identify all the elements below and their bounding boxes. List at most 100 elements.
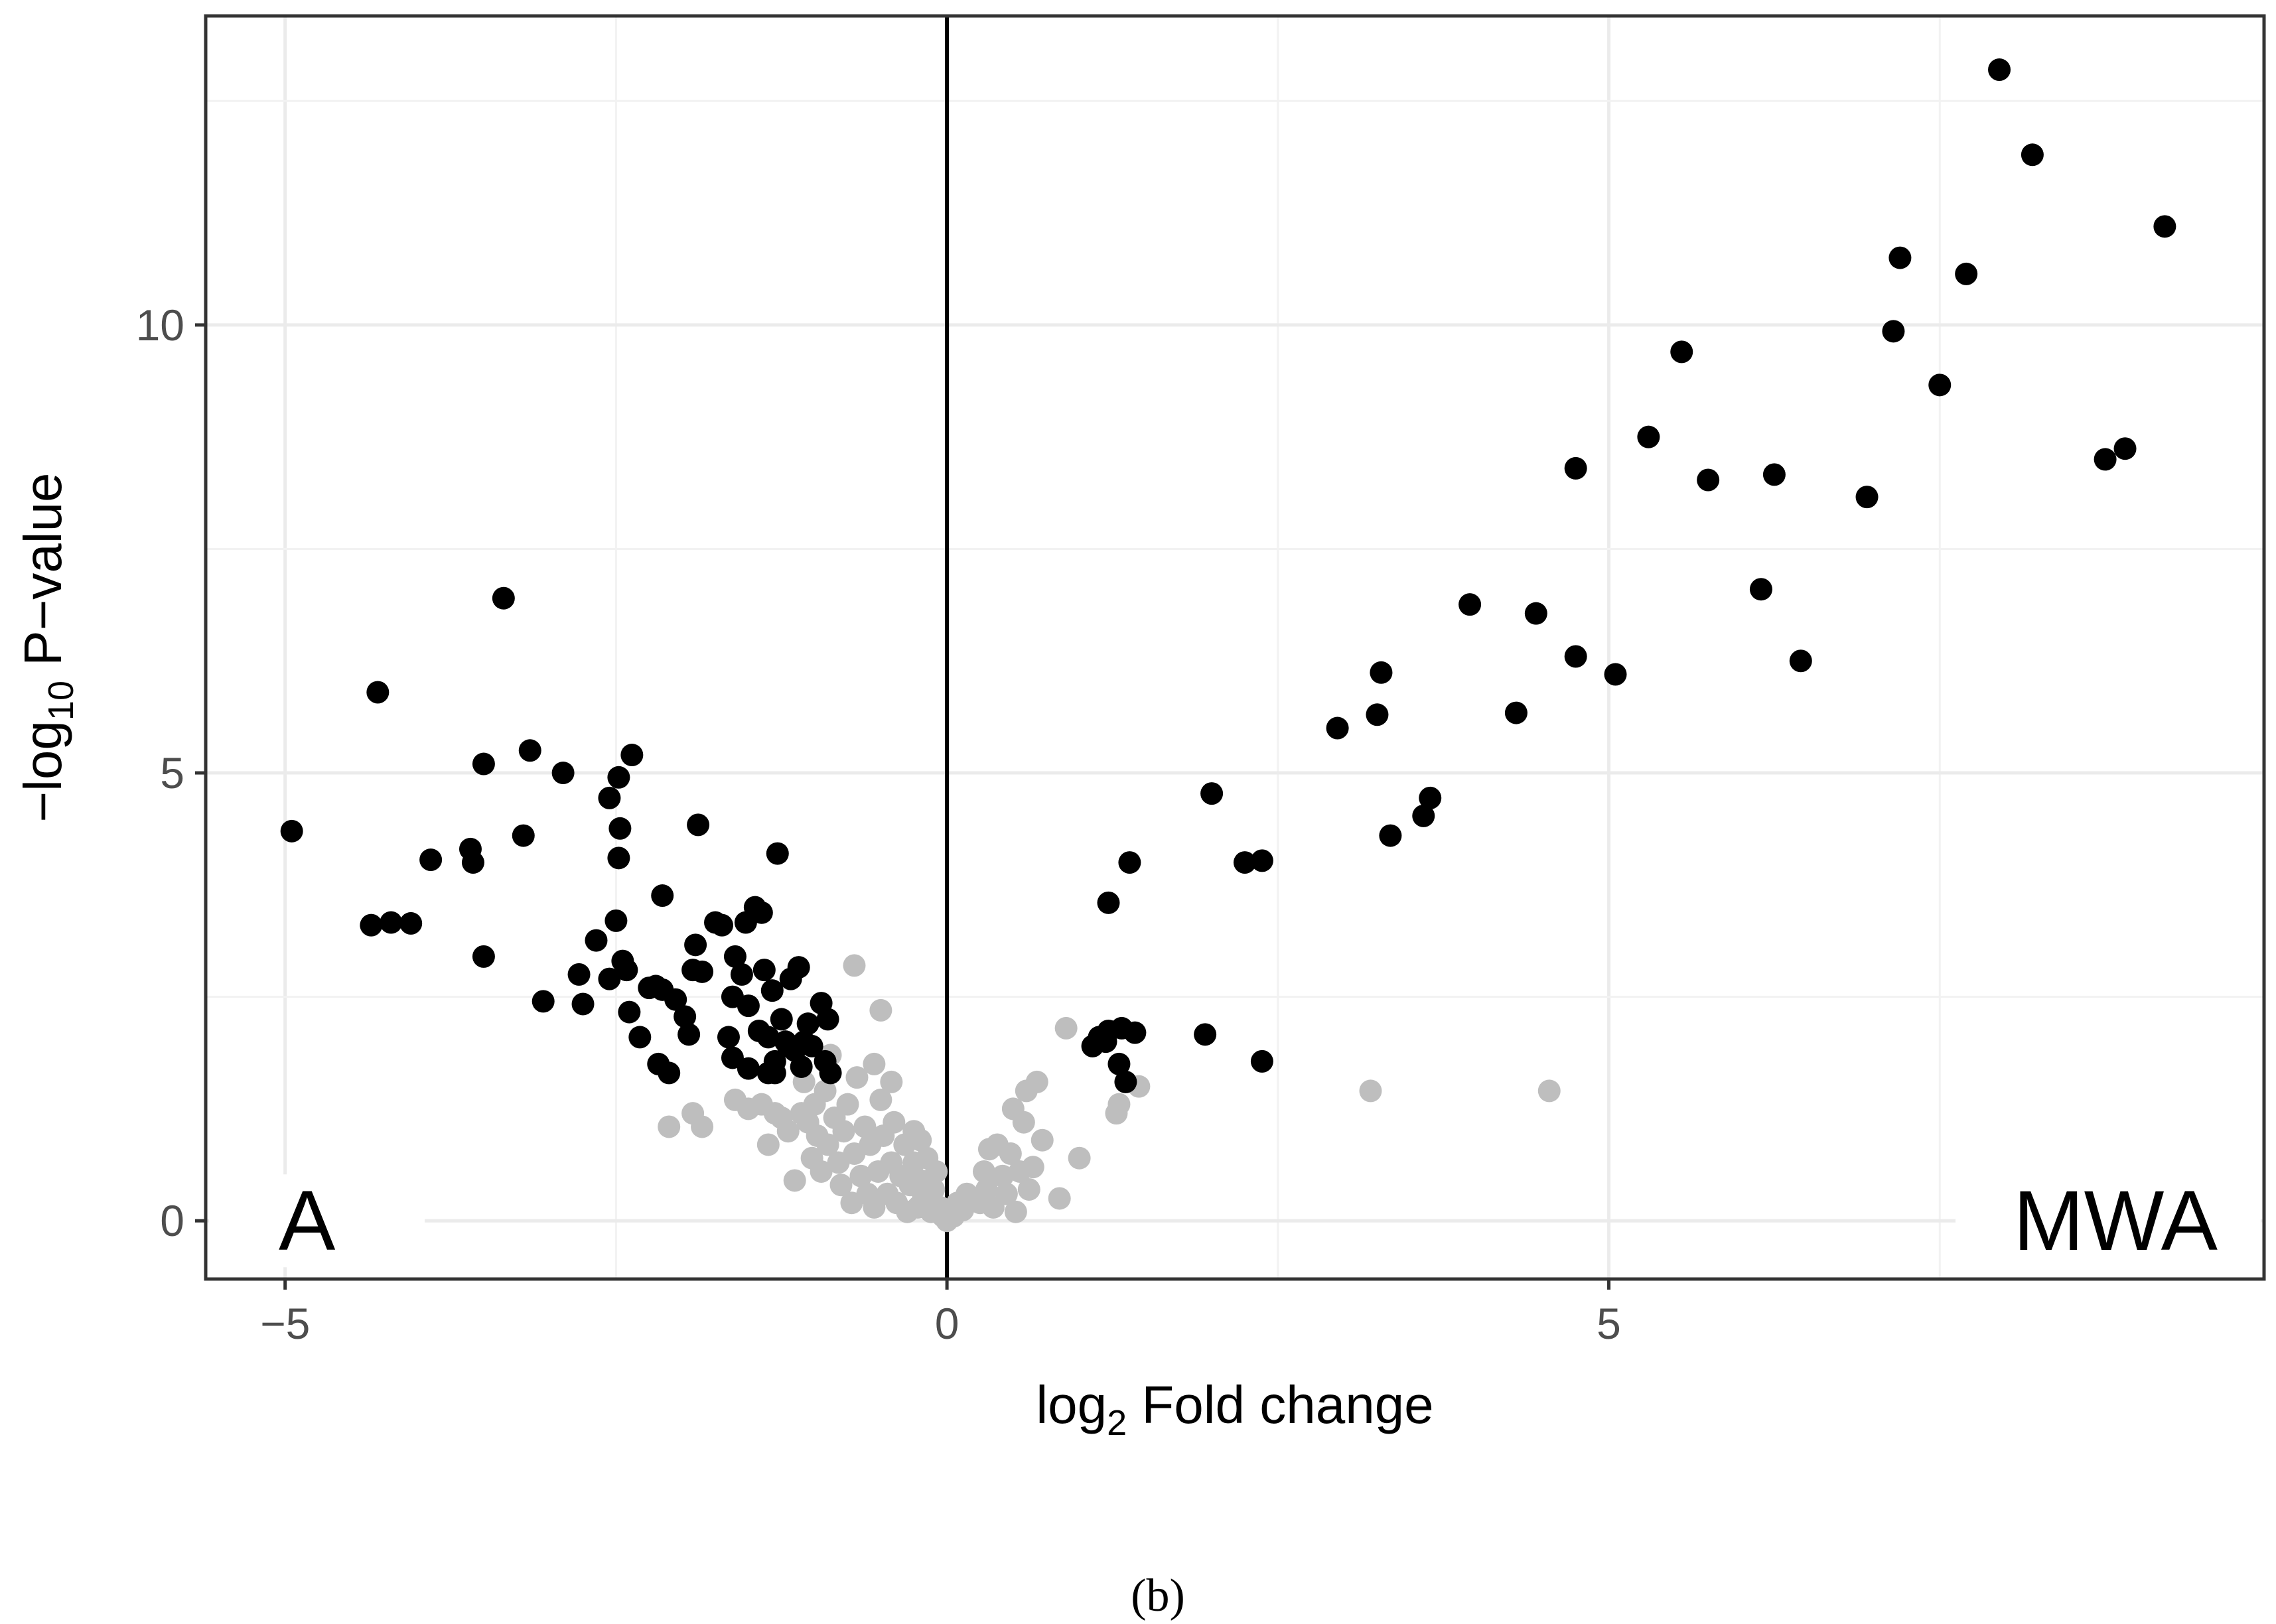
significant-point <box>512 824 535 847</box>
significant-point <box>1118 851 1141 874</box>
x-axis-title: log2 Fold change <box>1036 1375 1433 1443</box>
significant-point <box>1604 663 1627 686</box>
corner-label-left-background <box>209 1174 425 1268</box>
y-tick-label: 10 <box>136 301 184 350</box>
significant-point <box>618 1000 641 1024</box>
significant-point <box>750 901 773 924</box>
significant-point <box>730 963 753 986</box>
significant-point <box>766 842 789 865</box>
significant-point <box>2094 448 2117 471</box>
y-axis-title: −log10 P−value <box>13 472 81 822</box>
non-significant-point <box>863 1052 886 1075</box>
non-significant-point <box>975 1178 998 1201</box>
significant-point <box>651 884 674 908</box>
significant-point <box>1789 649 1812 673</box>
non-significant-point <box>843 954 866 977</box>
significant-point <box>607 766 630 789</box>
significant-point <box>710 914 733 937</box>
significant-point <box>419 848 443 872</box>
y-axis-title-subscript: 10 <box>41 681 81 720</box>
non-significant-point <box>995 1182 1018 1205</box>
non-significant-point <box>869 998 892 1022</box>
non-significant-point <box>1012 1111 1035 1134</box>
non-significant-point <box>658 1115 681 1138</box>
non-significant-point <box>972 1160 995 1183</box>
non-significant-point <box>783 1169 806 1192</box>
significant-point <box>628 1026 652 1049</box>
significant-point <box>752 959 776 982</box>
significant-point <box>615 959 638 982</box>
significant-point <box>760 979 784 1002</box>
significant-point <box>1458 593 1482 616</box>
non-significant-point <box>1021 1156 1044 1179</box>
significant-point <box>737 994 760 1018</box>
non-significant-point <box>1537 1079 1561 1103</box>
significant-point <box>461 851 484 874</box>
significant-point <box>790 1055 813 1078</box>
significant-point <box>585 929 608 952</box>
x-axis-title-subscript: 2 <box>1107 1403 1127 1443</box>
significant-point <box>819 1061 842 1085</box>
significant-point <box>472 945 495 968</box>
significant-point <box>1370 661 1393 684</box>
non-significant-point <box>1359 1079 1382 1103</box>
non-significant-point <box>691 1115 714 1138</box>
non-significant-point <box>845 1066 869 1089</box>
significant-point <box>620 744 644 767</box>
significant-point <box>1762 463 1786 486</box>
significant-point <box>1524 602 1547 625</box>
significant-point <box>1326 716 1349 740</box>
significant-point <box>770 1008 793 1031</box>
significant-point <box>1928 373 1952 397</box>
significant-point <box>598 786 621 809</box>
significant-point <box>1564 456 1587 480</box>
corner-label-left: A <box>279 1174 336 1268</box>
significant-point <box>800 1034 823 1057</box>
significant-point <box>1955 262 1978 285</box>
corner-label-right: MWA <box>2013 1174 2218 1268</box>
x-tick-label: −5 <box>260 1299 310 1348</box>
non-significant-point <box>1054 1016 1078 1040</box>
significant-point <box>1250 849 1273 872</box>
significant-point <box>399 912 423 935</box>
significant-point <box>1670 340 1693 364</box>
non-significant-point <box>853 1115 877 1138</box>
panel-label: (b) <box>1131 1570 1185 1621</box>
significant-point <box>1233 851 1256 874</box>
significant-point <box>2021 143 2044 167</box>
non-significant-point <box>925 1160 948 1183</box>
significant-point <box>1097 891 1120 914</box>
significant-point <box>608 817 632 840</box>
significant-point <box>1123 1021 1147 1044</box>
x-axis-ticks: −5 0 5 <box>260 1279 1621 1348</box>
significant-point <box>1250 1049 1273 1073</box>
significant-point <box>1749 578 1772 601</box>
significant-point <box>1988 58 2011 82</box>
significant-point <box>721 1046 744 1069</box>
significant-point <box>723 945 747 968</box>
significant-point <box>598 967 621 990</box>
non-significant-point <box>991 1164 1014 1187</box>
significant-point <box>366 681 390 704</box>
non-significant-point <box>1068 1146 1091 1170</box>
significant-point <box>1114 1070 1137 1093</box>
non-significant-point <box>869 1088 892 1111</box>
non-significant-point <box>832 1120 855 1143</box>
significant-point <box>1882 320 1905 343</box>
significant-point <box>1379 824 1402 847</box>
significant-point <box>674 1005 697 1028</box>
significant-point <box>756 1026 780 1049</box>
significant-point <box>380 911 403 934</box>
grid-lines <box>206 16 2264 1279</box>
significant-point <box>551 762 575 785</box>
y-axis-title-prefix: −log <box>13 720 72 822</box>
non-significant-point <box>999 1142 1022 1165</box>
significant-point <box>1888 246 1912 269</box>
significant-point <box>687 813 710 837</box>
significant-point <box>2153 215 2176 238</box>
non-significant-point <box>836 1093 859 1116</box>
significant-point <box>472 752 495 776</box>
non-significant-point <box>922 1178 946 1201</box>
significant-point <box>664 988 687 1011</box>
